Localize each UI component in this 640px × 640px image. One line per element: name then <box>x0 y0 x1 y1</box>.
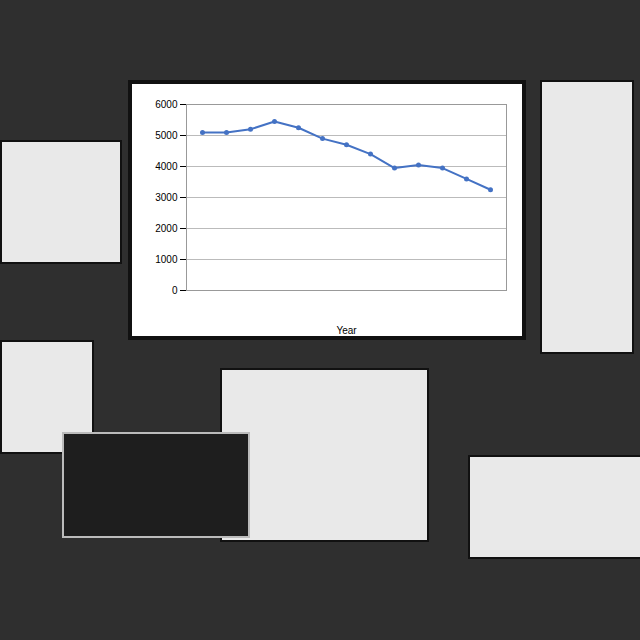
svg-text:Year: Year <box>336 325 357 336</box>
svg-text:4000: 4000 <box>155 161 178 172</box>
svg-text:5000: 5000 <box>155 130 178 141</box>
svg-text:0: 0 <box>172 285 178 296</box>
svg-text:6000: 6000 <box>155 99 178 110</box>
svg-text:1000: 1000 <box>155 254 178 265</box>
svg-text:3000: 3000 <box>155 192 178 203</box>
svg-text:2000: 2000 <box>155 223 178 234</box>
